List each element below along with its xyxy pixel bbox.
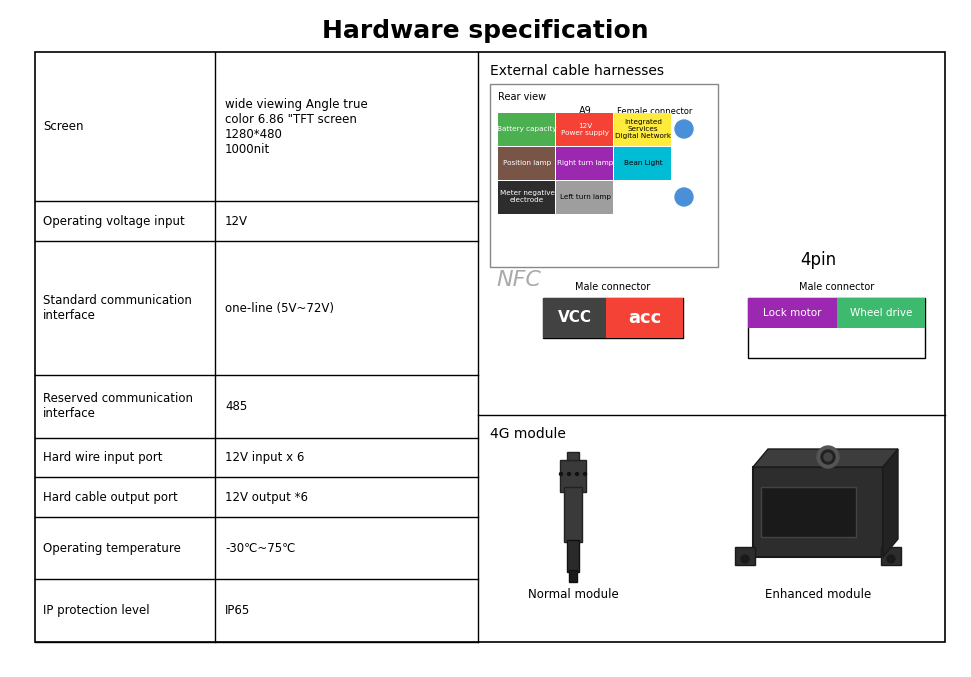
Polygon shape [883, 449, 898, 557]
Text: Normal module: Normal module [527, 588, 619, 600]
Text: 12V output *6: 12V output *6 [225, 491, 308, 504]
Text: one-line (5V~72V): one-line (5V~72V) [225, 301, 334, 315]
Bar [614, 113, 671, 146]
Bar [606, 298, 683, 338]
Text: Position lamp: Position lamp [503, 160, 552, 166]
Circle shape [675, 120, 693, 138]
Bar [614, 181, 671, 214]
Bar [569, 570, 577, 582]
Text: Wheel drive: Wheel drive [850, 308, 912, 318]
Text: Meter negative
electrode: Meter negative electrode [499, 190, 554, 204]
Text: IP65: IP65 [225, 605, 251, 617]
Circle shape [887, 555, 895, 563]
Text: Hardware specification: Hardware specification [321, 19, 649, 43]
Text: 4pin: 4pin [800, 251, 836, 269]
Text: acc: acc [628, 309, 661, 327]
Text: NFC: NFC [496, 270, 541, 290]
Bar [564, 487, 582, 542]
Text: -30℃~75℃: -30℃~75℃ [225, 542, 295, 554]
Text: 485: 485 [225, 400, 248, 413]
Bar [614, 147, 671, 180]
Text: 12V input x 6: 12V input x 6 [225, 451, 304, 464]
Bar [567, 452, 579, 460]
Text: Lock motor: Lock motor [763, 308, 821, 318]
Bar [748, 298, 836, 328]
Circle shape [567, 473, 571, 475]
Bar [567, 540, 579, 572]
Circle shape [741, 555, 749, 563]
Text: Operating voltage input: Operating voltage input [43, 215, 184, 227]
Text: Reserved communication
interface: Reserved communication interface [43, 393, 193, 420]
Bar [498, 147, 555, 180]
Bar [35, 52, 945, 642]
Circle shape [675, 188, 693, 206]
Text: Integrated
Services
Digital Network: Integrated Services Digital Network [615, 119, 671, 139]
Text: 12V: 12V [225, 215, 248, 227]
Bar [560, 460, 586, 492]
Text: Female connector: Female connector [618, 107, 692, 116]
Text: Hard wire input port: Hard wire input port [43, 451, 162, 464]
Circle shape [584, 473, 586, 475]
Circle shape [559, 473, 562, 475]
Bar [543, 298, 683, 338]
Text: Battery capacity: Battery capacity [497, 126, 556, 132]
Text: 4G module: 4G module [490, 427, 566, 441]
Bar [498, 181, 555, 214]
Bar [543, 298, 606, 338]
Circle shape [576, 473, 579, 475]
Bar [735, 547, 755, 565]
Text: Operating temperature: Operating temperature [43, 542, 181, 554]
Text: Rear view: Rear view [498, 92, 546, 102]
Bar [556, 181, 613, 214]
Circle shape [817, 446, 839, 468]
Bar [761, 487, 856, 537]
Bar [498, 113, 555, 146]
Text: Right turn lamp: Right turn lamp [556, 160, 614, 166]
Circle shape [821, 450, 835, 464]
Text: Screen: Screen [43, 121, 84, 133]
Text: 12V
Power supply: 12V Power supply [561, 123, 609, 135]
Text: Enhanced module: Enhanced module [765, 588, 871, 600]
Text: Left turn lamp: Left turn lamp [559, 194, 611, 200]
Bar [836, 298, 925, 328]
Text: Hard cable output port: Hard cable output port [43, 491, 178, 504]
Text: wide viewing Angle true
color 6.86 "TFT screen
1280*480
1000nit: wide viewing Angle true color 6.86 "TFT … [225, 97, 368, 156]
Bar [881, 547, 901, 565]
Polygon shape [753, 449, 898, 467]
Bar [490, 84, 718, 267]
Text: A9: A9 [579, 106, 591, 116]
Text: VCC: VCC [557, 310, 591, 326]
Bar [748, 298, 925, 358]
Circle shape [824, 453, 832, 461]
Bar [753, 467, 883, 557]
Text: IP protection level: IP protection level [43, 605, 150, 617]
Text: External cable harnesses: External cable harnesses [490, 64, 664, 78]
Text: Male connector: Male connector [799, 282, 874, 292]
Text: Bean Light: Bean Light [623, 160, 662, 166]
Text: Male connector: Male connector [576, 282, 651, 292]
Text: Standard communication
interface: Standard communication interface [43, 294, 192, 322]
Bar [556, 113, 613, 146]
Bar [556, 147, 613, 180]
